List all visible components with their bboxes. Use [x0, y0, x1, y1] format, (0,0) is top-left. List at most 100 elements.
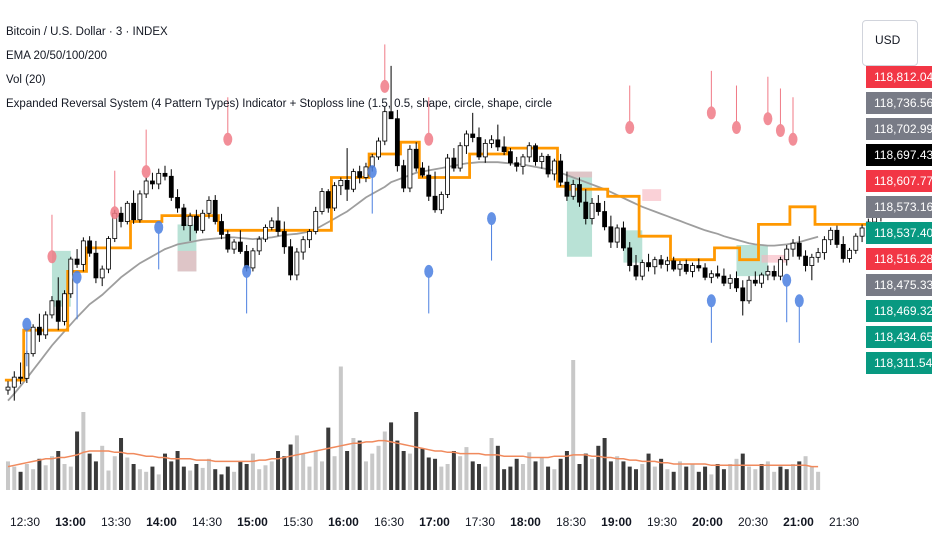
candle [106, 236, 111, 274]
volume-bar [269, 461, 274, 490]
candle [256, 236, 262, 255]
volume-bar [320, 461, 324, 490]
candle [614, 224, 620, 248]
volume-bar [282, 456, 287, 490]
candle [231, 239, 237, 254]
volume-bar [797, 461, 802, 490]
price-tag: 118,516.28 [866, 248, 932, 270]
currency-selector[interactable]: USD [862, 20, 918, 66]
time-axis-label: 19:00 [601, 515, 632, 529]
ema-legend[interactable]: EMA 20/50/100/200 [6, 50, 108, 62]
candle [143, 177, 149, 199]
candle [577, 177, 582, 207]
candle [464, 130, 469, 154]
time-axis-label: 14:30 [191, 515, 223, 529]
candle [790, 239, 796, 257]
bull-signal-dot [487, 212, 497, 226]
candle [5, 381, 11, 395]
time-axis-label: 21:30 [828, 515, 860, 529]
volume-bar [250, 453, 255, 490]
volume-bar [571, 360, 576, 490]
candle [796, 236, 802, 260]
volume-bar [765, 461, 770, 490]
volume-bar [62, 464, 67, 490]
candle [533, 143, 538, 166]
volume-bar [558, 458, 563, 490]
volume-bar [156, 474, 161, 490]
volume-bar [213, 469, 218, 490]
volume-bar [627, 466, 632, 490]
volume-bar [477, 464, 481, 490]
candle [445, 153, 451, 199]
candle [721, 268, 727, 287]
candle [269, 217, 275, 231]
volume-bar [483, 466, 488, 490]
volume-bar [564, 451, 569, 490]
bear-signal-dot [424, 132, 434, 146]
bear-signal-dot [110, 206, 120, 220]
volume-bar [395, 440, 400, 490]
candle [658, 254, 664, 269]
bear-signal-dot [706, 106, 716, 120]
candle [803, 250, 808, 272]
volume-bar [6, 461, 10, 490]
time-axis-label: 18:30 [555, 515, 587, 529]
candle [420, 162, 425, 178]
candle [319, 188, 325, 215]
volume-bar [188, 470, 193, 490]
volume-bar [326, 427, 331, 490]
time-axis-label: 20:00 [692, 515, 723, 529]
candle [457, 142, 463, 172]
volume-bar [652, 466, 657, 490]
volume-bar [232, 471, 237, 490]
symbol-title[interactable]: Bitcoin / U.S. Dollar · 3 · INDEX [6, 26, 168, 38]
time-axis-label: 15:00 [237, 515, 268, 529]
candle [325, 189, 331, 213]
indicator-legend[interactable]: Expanded Reversal System (4 Pattern Type… [6, 98, 552, 110]
candle [822, 236, 827, 260]
volume-bar [313, 451, 318, 490]
candle [413, 142, 419, 172]
volume-bar [451, 451, 456, 490]
bull-signal-dot [22, 317, 32, 331]
candle [156, 168, 162, 190]
volume-bar [671, 471, 676, 490]
candle [401, 159, 407, 193]
volume-bar [169, 461, 174, 490]
volume-bar [18, 471, 23, 490]
candle [382, 106, 388, 146]
candle [263, 224, 268, 243]
volume-bar [87, 453, 92, 490]
candle [746, 276, 752, 304]
candle [734, 271, 739, 292]
volume-bar [772, 471, 777, 490]
volume-bar [640, 464, 645, 490]
volume-bar [357, 440, 362, 490]
volume-bar [131, 464, 136, 490]
pattern-boxes [51, 171, 787, 307]
volume-bar [345, 451, 350, 490]
candle [307, 229, 312, 248]
volume-ma-line [7, 439, 819, 468]
bull-signal-dot [782, 273, 792, 287]
candle [93, 240, 99, 284]
volume-bar [621, 461, 626, 490]
candle [300, 236, 306, 260]
candle [621, 221, 626, 251]
candle [853, 233, 859, 254]
candle [438, 191, 444, 214]
bear-pattern-box [761, 254, 787, 263]
volume-bar [93, 461, 98, 490]
candle [181, 203, 187, 231]
bull-signal-dot [242, 264, 252, 278]
candle [759, 272, 764, 288]
volume-bar [677, 461, 682, 490]
volume-bar [520, 464, 525, 490]
volume-bar [257, 469, 262, 490]
volume-legend[interactable]: Vol (20) [6, 74, 46, 86]
price-tag: 118,702.99 [866, 118, 932, 140]
candle [11, 371, 17, 401]
volume-bar [495, 445, 500, 490]
candle [74, 249, 80, 268]
